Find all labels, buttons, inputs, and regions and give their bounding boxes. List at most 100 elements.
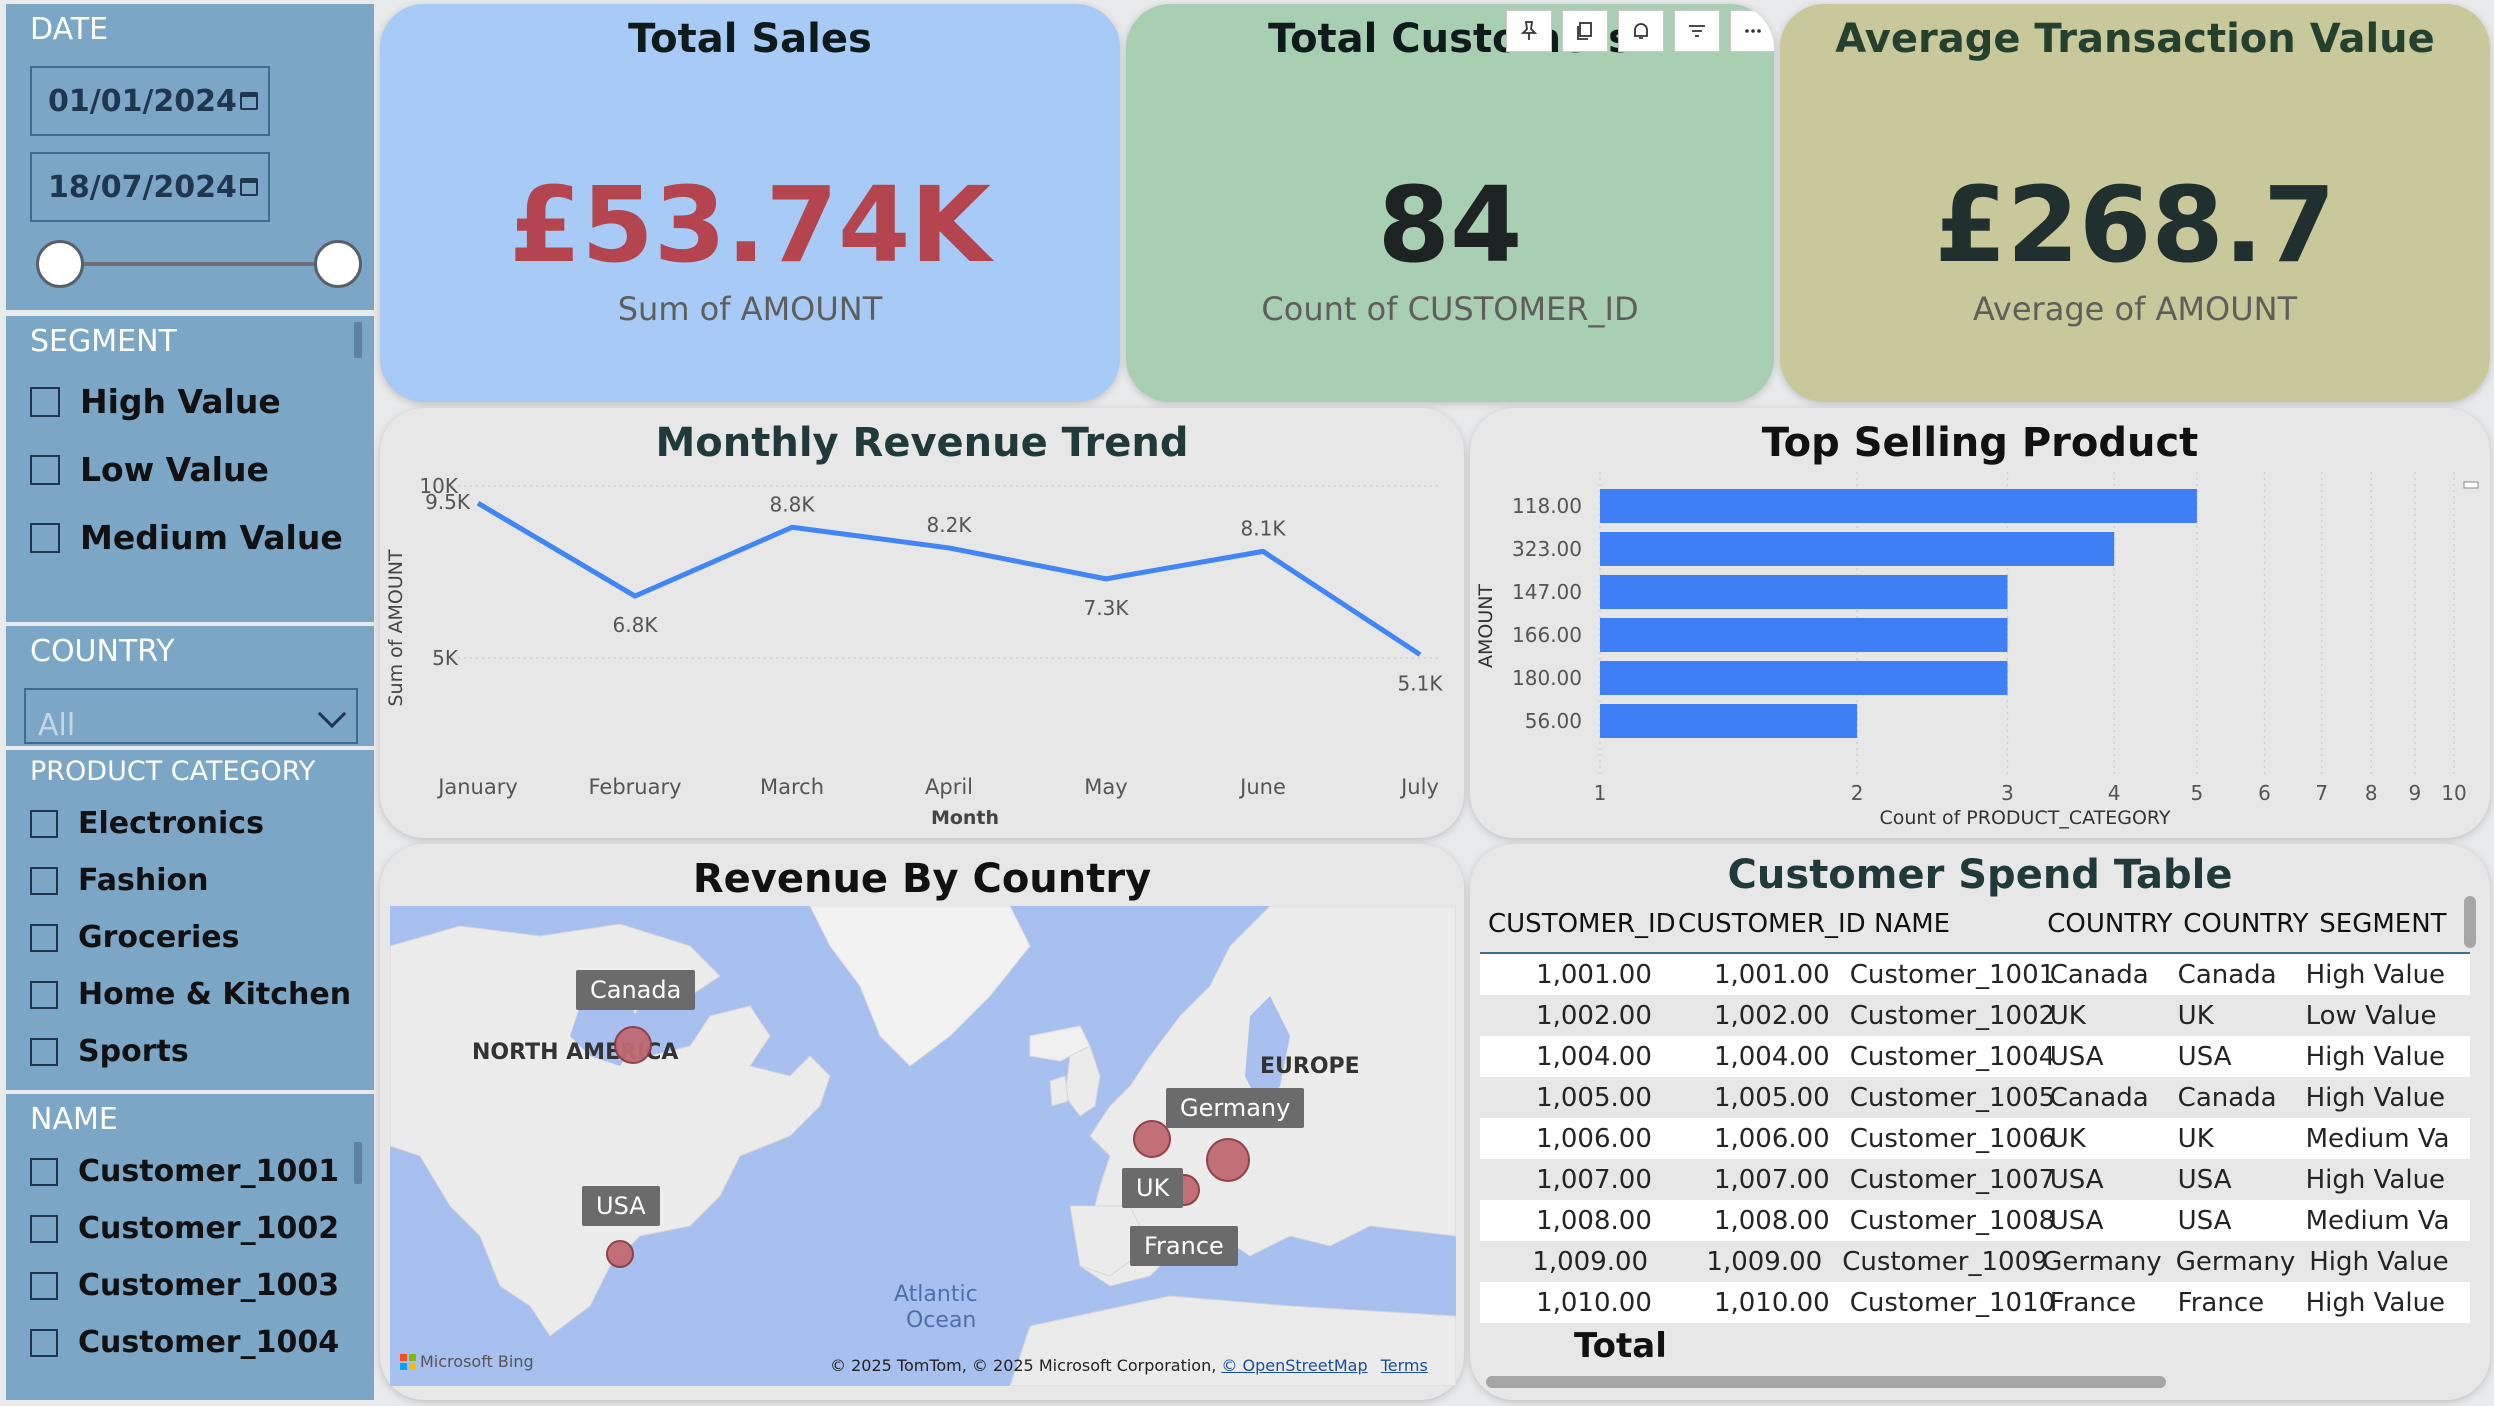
name-option[interactable]: Customer_1001 — [30, 1154, 339, 1189]
country-dropdown[interactable]: All — [24, 688, 358, 744]
calendar-icon[interactable] — [240, 92, 258, 110]
table-row[interactable]: 1,001.00 1,001.00 Customer_1001 Canada Canad… — [1480, 954, 2470, 995]
category-option-fashion[interactable]: Fashion — [30, 863, 208, 898]
osm-link[interactable]: © OpenStreetMap — [1221, 1356, 1368, 1375]
total-customers-card[interactable]: Total Customers 84 Count of CUSTOMER_ID — [1126, 4, 1774, 402]
segment-option-low-value[interactable]: Low Value — [30, 450, 269, 489]
bell-icon[interactable] — [1618, 10, 1664, 52]
checkbox[interactable] — [30, 1037, 58, 1066]
bar[interactable] — [1600, 661, 2008, 695]
segment-option-medium-value[interactable]: Medium Value — [30, 518, 343, 557]
attribution-text: © 2025 TomTom, © 2025 Microsoft Corporat… — [830, 1356, 1217, 1375]
category-option-groceries[interactable]: Groceries — [30, 920, 239, 955]
kpi-subtitle: Count of CUSTOMER_ID — [1261, 290, 1639, 328]
table-vertical-scrollbar[interactable] — [2464, 896, 2476, 948]
end-date-input[interactable]: 18/07/2024 — [30, 152, 270, 222]
column-header[interactable]: SEGMENT — [2319, 909, 2447, 939]
chevron-down-icon[interactable] — [317, 699, 347, 729]
copy-icon[interactable] — [1562, 10, 1608, 52]
name-option[interactable]: Customer_1003 — [30, 1268, 339, 1303]
filter-icon[interactable] — [1674, 10, 1720, 52]
checkbox[interactable] — [30, 386, 60, 417]
bar[interactable] — [1600, 618, 2008, 652]
checkbox[interactable] — [30, 866, 58, 895]
checkbox[interactable] — [30, 809, 58, 838]
more-icon[interactable] — [1730, 10, 1774, 52]
table-row[interactable]: 1,010.00 1,010.00 Customer_1010 France Franc… — [1480, 1282, 2470, 1323]
terms-link[interactable]: Terms — [1380, 1356, 1428, 1375]
checkbox[interactable] — [30, 980, 58, 1009]
ocean-label-ocean: Ocean — [906, 1308, 977, 1333]
product-category-slicer: PRODUCT CATEGORY Electronics Fashion Gro… — [6, 750, 374, 1090]
column-header[interactable]: COUNTRY — [2047, 909, 2173, 939]
kpi-value: £53.74K — [509, 164, 991, 286]
revenue-series-line[interactable] — [476, 501, 1422, 657]
date-range-start-handle[interactable] — [36, 240, 84, 288]
table-cell: High Value — [2305, 1287, 2446, 1318]
category-option-home-kitchen[interactable]: Home & Kitchen — [30, 977, 351, 1012]
checkbox[interactable] — [30, 1157, 58, 1186]
checkbox[interactable] — [30, 923, 58, 952]
checkbox[interactable] — [30, 1328, 58, 1357]
segment-option-high-value[interactable]: High Value — [30, 382, 281, 421]
table-horizontal-scrollbar[interactable] — [1486, 1376, 2166, 1388]
table-row[interactable]: 1,006.00 1,006.00 Customer_1006 UK UK Medium … — [1480, 1118, 2470, 1159]
map-title: Revenue By Country — [692, 856, 1152, 902]
date-range-end-handle[interactable] — [314, 240, 362, 288]
segment-slicer: SEGMENT High Value Low Value Medium Valu… — [6, 316, 374, 622]
category-option-electronics[interactable]: Electronics — [30, 806, 264, 841]
segment-scrollbar[interactable] — [354, 322, 362, 358]
table-cell: UK — [2177, 1000, 2214, 1031]
y-axis-title: Sum of AMOUNT — [385, 549, 407, 706]
name-option[interactable]: Customer_1004 — [30, 1325, 339, 1360]
pin-icon[interactable] — [1506, 10, 1552, 52]
bubble-uk[interactable] — [1133, 1120, 1171, 1158]
date-range-track[interactable] — [62, 262, 338, 266]
x-tick-label: April — [925, 775, 973, 799]
bubble-canada[interactable] — [614, 1026, 652, 1064]
column-header[interactable]: CUSTOMER_ID — [1488, 909, 1676, 939]
calendar-icon[interactable] — [240, 178, 258, 196]
bubble-germany[interactable] — [1206, 1138, 1250, 1182]
map-canvas[interactable]: NORTH AMERICA EUROPE Atlantic Ocean Cana… — [390, 906, 1456, 1386]
column-header[interactable]: CUSTOMER_ID — [1678, 909, 1866, 939]
total-sales-card[interactable]: Total Sales £53.74K Sum of AMOUNT — [380, 4, 1120, 402]
bar[interactable] — [1600, 704, 1858, 738]
y-category-label: 56.00 — [1525, 709, 1582, 733]
bar[interactable] — [1600, 489, 2197, 523]
table-cell: 1,010.00 — [1536, 1287, 1652, 1318]
table-cell: 1,005.00 — [1713, 1082, 1830, 1113]
table-cell: 1,005.00 — [1536, 1082, 1652, 1113]
table-cell: Canada — [2049, 959, 2149, 990]
table-cell: 1,001.00 — [1536, 959, 1652, 990]
column-header[interactable]: COUNTRY — [2183, 909, 2309, 939]
checkbox[interactable] — [30, 522, 60, 553]
monthly-revenue-trend-visual[interactable]: Monthly Revenue Trend 10K 5K 9.5K 6.8K 8.8K… — [380, 408, 1464, 838]
bubble-usa[interactable] — [606, 1240, 634, 1268]
table-cell: Customer_1010 — [1849, 1287, 2056, 1318]
bar[interactable] — [1600, 532, 2115, 566]
table-cell: France — [2177, 1287, 2265, 1318]
average-transaction-card[interactable]: Average Transaction Value £268.7 Average… — [1780, 4, 2490, 402]
name-option[interactable]: Customer_1002 — [30, 1211, 339, 1246]
table-cell: UK — [2049, 1000, 2086, 1031]
table-row[interactable]: 1,002.00 1,002.00 Customer_1002 UK UK Low Val… — [1480, 995, 2470, 1036]
column-header[interactable]: NAME — [1874, 909, 1951, 939]
scroll-indicator[interactable] — [2463, 481, 2479, 489]
top-selling-product-visual[interactable]: Top Selling Product 118.00 323.00 147.00 16… — [1470, 408, 2490, 838]
data-label: 8.1K — [1241, 516, 1287, 540]
checkbox[interactable] — [30, 454, 60, 485]
bar[interactable] — [1600, 575, 2008, 609]
checkbox[interactable] — [30, 1214, 58, 1243]
start-date-input[interactable]: 01/01/2024 — [30, 66, 270, 136]
table-row[interactable]: 1,007.00 1,007.00 Customer_1007 USA USA High … — [1480, 1159, 2470, 1200]
name-scrollbar[interactable] — [354, 1142, 362, 1184]
table-row[interactable]: 1,009.00 1,009.00 Customer_1009 Germany Germ… — [1480, 1241, 2470, 1282]
table-row[interactable]: 1,004.00 1,004.00 Customer_1004 USA USA High … — [1480, 1036, 2470, 1077]
category-option-sports[interactable]: Sports — [30, 1034, 189, 1069]
customer-spend-table-visual[interactable]: Customer Spend Table CUSTOMER_ID CUSTOME… — [1470, 844, 2490, 1400]
checkbox[interactable] — [30, 1271, 58, 1300]
table-header-row: CUSTOMER_ID CUSTOMER_ID NAME COUNTRY COU… — [1480, 896, 2470, 954]
table-row[interactable]: 1,005.00 1,005.00 Customer_1005 Canada Canad… — [1480, 1077, 2470, 1118]
table-row[interactable]: 1,008.00 1,008.00 Customer_1008 USA USA Mediu… — [1480, 1200, 2470, 1241]
